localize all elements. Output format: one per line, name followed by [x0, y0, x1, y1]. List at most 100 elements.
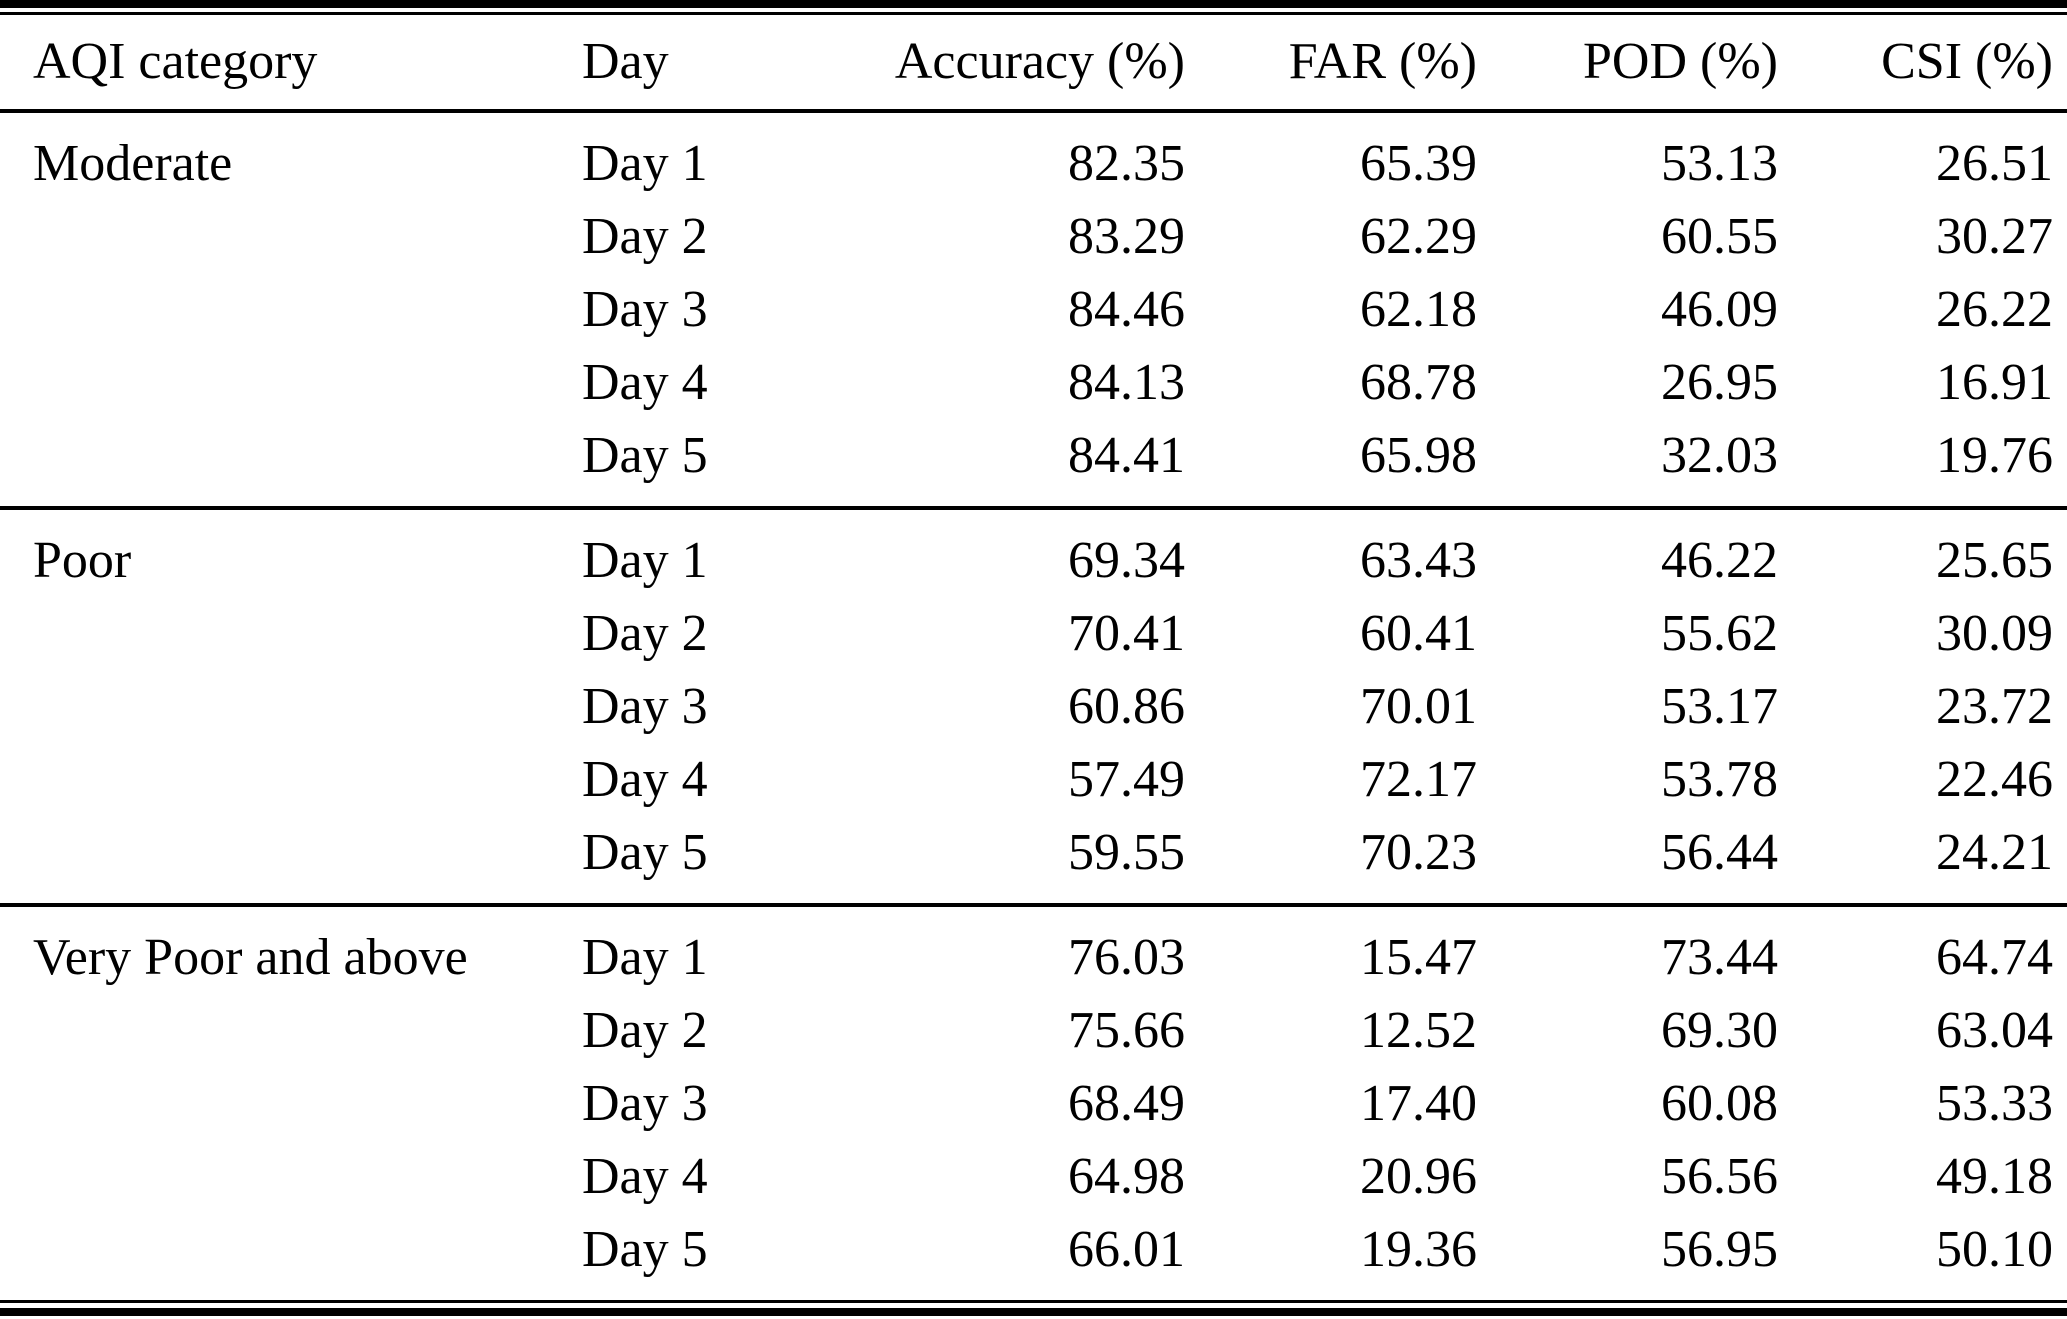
col-header-aqi-category: AQI category	[0, 15, 582, 113]
cell-csi: 26.51	[1936, 135, 2053, 192]
table-row: Day 2 83.29 62.29 60.55 30.27	[0, 200, 2067, 273]
cell-accuracy: 59.55	[1068, 824, 1185, 881]
cell-day: Day 4	[582, 354, 708, 411]
cell-far: 15.47	[1360, 929, 1477, 986]
cell-category	[0, 597, 582, 670]
table-row: Day 5 84.41 65.98 32.03 19.76	[0, 419, 2067, 508]
cell-accuracy: 82.35	[1068, 135, 1185, 192]
cell-far: 19.36	[1360, 1221, 1477, 1278]
cell-category: Moderate	[33, 135, 233, 192]
cell-csi: 16.91	[1936, 354, 2053, 411]
cell-csi: 22.46	[1936, 751, 2053, 808]
cell-day: Day 4	[582, 1148, 708, 1205]
cell-accuracy: 68.49	[1068, 1075, 1185, 1132]
cell-far: 65.39	[1360, 135, 1477, 192]
cell-accuracy: 83.29	[1068, 208, 1185, 265]
table-row: Very Poor and above Day 1 76.03 15.47 73.44 6…	[0, 905, 2067, 994]
cell-day: Day 2	[582, 1002, 708, 1059]
cell-far: 70.23	[1360, 824, 1477, 881]
cell-far: 72.17	[1360, 751, 1477, 808]
cell-pod: 56.44	[1661, 824, 1778, 881]
cell-day: Day 1	[582, 929, 708, 986]
cell-accuracy: 84.13	[1068, 354, 1185, 411]
table-row: Poor Day 1 69.34 63.43 46.22 25.65	[0, 508, 2067, 597]
cell-category	[0, 670, 582, 743]
table-bottom-thick-rule	[0, 1308, 2067, 1316]
table-row: Day 5 66.01 19.36 56.95 50.10	[0, 1213, 2067, 1300]
cell-category	[0, 273, 582, 346]
cell-day: Day 3	[582, 281, 708, 338]
cell-pod: 60.08	[1661, 1075, 1778, 1132]
cell-accuracy: 60.86	[1068, 678, 1185, 735]
cell-category	[0, 1213, 582, 1300]
col-header-far: FAR (%)	[1185, 15, 1477, 113]
table-top-thick-rule	[0, 0, 2067, 8]
cell-category	[0, 419, 582, 508]
cell-pod: 46.22	[1661, 532, 1778, 589]
table-top-thin-rule	[0, 12, 2067, 15]
cell-day: Day 5	[582, 1221, 708, 1278]
cell-category	[0, 1067, 582, 1140]
cell-csi: 30.27	[1936, 208, 2053, 265]
table-row: Day 5 59.55 70.23 56.44 24.21	[0, 816, 2067, 905]
table-row: Day 4 64.98 20.96 56.56 49.18	[0, 1140, 2067, 1213]
cell-pod: 55.62	[1661, 605, 1778, 662]
table-row: Moderate Day 1 82.35 65.39 53.13 26.51	[0, 111, 2067, 200]
table-header: AQI category Day Accuracy (%) FAR (%) PO…	[0, 15, 2067, 113]
table-row: Day 4 84.13 68.78 26.95 16.91	[0, 346, 2067, 419]
cell-pod: 69.30	[1661, 1002, 1778, 1059]
cell-csi: 23.72	[1936, 678, 2053, 735]
cell-csi: 30.09	[1936, 605, 2053, 662]
cell-far: 12.52	[1360, 1002, 1477, 1059]
cell-csi: 19.76	[1936, 427, 2053, 484]
cell-accuracy: 57.49	[1068, 751, 1185, 808]
cell-category	[0, 346, 582, 419]
cell-day: Day 1	[582, 532, 708, 589]
cell-far: 63.43	[1360, 532, 1477, 589]
cell-pod: 56.56	[1661, 1148, 1778, 1205]
cell-accuracy: 64.98	[1068, 1148, 1185, 1205]
cell-far: 65.98	[1360, 427, 1477, 484]
header-row: AQI category Day Accuracy (%) FAR (%) PO…	[0, 15, 2067, 113]
cell-far: 62.29	[1360, 208, 1477, 265]
cell-csi: 24.21	[1936, 824, 2053, 881]
cell-pod: 53.17	[1661, 678, 1778, 735]
table-row: Day 4 57.49 72.17 53.78 22.46	[0, 743, 2067, 816]
cell-far: 20.96	[1360, 1148, 1477, 1205]
table-row: Day 2 70.41 60.41 55.62 30.09	[0, 597, 2067, 670]
cell-day: Day 1	[582, 135, 708, 192]
col-header-csi: CSI (%)	[1778, 15, 2067, 113]
cell-accuracy: 66.01	[1068, 1221, 1185, 1278]
cell-category	[0, 994, 582, 1067]
cell-pod: 26.95	[1661, 354, 1778, 411]
cell-category	[0, 743, 582, 816]
aqi-verification-table: AQI category Day Accuracy (%) FAR (%) PO…	[0, 15, 2067, 1300]
cell-far: 70.01	[1360, 678, 1477, 735]
cell-day: Day 4	[582, 751, 708, 808]
cell-pod: 56.95	[1661, 1221, 1778, 1278]
cell-accuracy: 84.46	[1068, 281, 1185, 338]
cell-csi: 26.22	[1936, 281, 2053, 338]
cell-accuracy: 84.41	[1068, 427, 1185, 484]
col-header-accuracy: Accuracy (%)	[817, 15, 1185, 113]
cell-category	[0, 1140, 582, 1213]
cell-category	[0, 200, 582, 273]
cell-pod: 53.13	[1661, 135, 1778, 192]
cell-category: Very Poor and above	[33, 929, 468, 986]
table-row: Day 2 75.66 12.52 69.30 63.04	[0, 994, 2067, 1067]
cell-far: 62.18	[1360, 281, 1477, 338]
cell-pod: 73.44	[1661, 929, 1778, 986]
table-row: Day 3 68.49 17.40 60.08 53.33	[0, 1067, 2067, 1140]
section-poor: Poor Day 1 69.34 63.43 46.22 25.65 Day 2 70.41 6…	[0, 508, 2067, 905]
cell-day: Day 5	[582, 427, 708, 484]
table-bottom-thin-rule	[0, 1300, 2067, 1303]
cell-accuracy: 69.34	[1068, 532, 1185, 589]
cell-csi: 53.33	[1936, 1075, 2053, 1132]
cell-day: Day 2	[582, 208, 708, 265]
cell-far: 60.41	[1360, 605, 1477, 662]
cell-pod: 60.55	[1661, 208, 1778, 265]
cell-day: Day 5	[582, 824, 708, 881]
cell-category	[0, 816, 582, 905]
table-row: Day 3 84.46 62.18 46.09 26.22	[0, 273, 2067, 346]
